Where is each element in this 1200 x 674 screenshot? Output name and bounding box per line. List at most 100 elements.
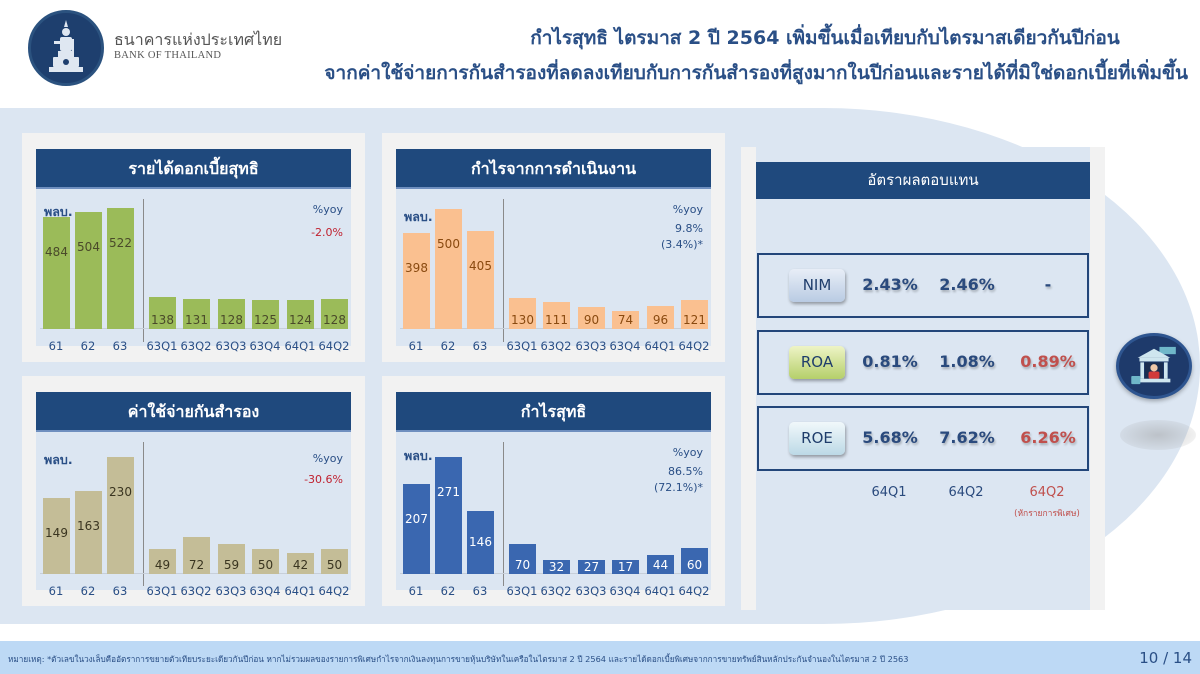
x-axis-label: 64Q1 bbox=[284, 339, 316, 353]
x-axis-label: 63Q1 bbox=[146, 339, 178, 353]
bar-63Q2: 32 bbox=[543, 560, 570, 574]
bar-value-label: 125 bbox=[254, 313, 277, 327]
bar-value-label: 32 bbox=[548, 560, 565, 574]
bar-value-label: 504 bbox=[77, 240, 100, 254]
adjusted-note: (หักรายการพิเศษ) bbox=[1014, 509, 1080, 519]
x-axis-label: 63 bbox=[472, 339, 488, 353]
annual-quarter-divider bbox=[143, 442, 144, 586]
icon-shadow bbox=[1120, 420, 1196, 450]
roe-64q2: 7.62% bbox=[939, 428, 995, 447]
bar-value-label: 138 bbox=[151, 313, 174, 327]
bar-63Q1: 138 bbox=[149, 297, 176, 329]
roa-badge: ROA bbox=[789, 346, 845, 379]
bar-value-label: 96 bbox=[652, 313, 669, 327]
bar-value-label: 271 bbox=[437, 485, 460, 499]
roe-64q2-adjusted: 6.26% bbox=[1020, 428, 1076, 447]
x-axis-label: 64Q2 bbox=[678, 584, 710, 598]
bar-value-label: 49 bbox=[154, 558, 171, 572]
bar-plot: 207 61 271 62 146 63 70 63Q1 32 63Q2 27 63Q3 17 63Q4 4… bbox=[396, 444, 711, 598]
bar-value-label: 27 bbox=[583, 560, 600, 574]
x-axis-label: 63Q1 bbox=[506, 584, 538, 598]
bank-navigation-icon[interactable] bbox=[1116, 333, 1192, 399]
x-axis-label: 63Q4 bbox=[609, 584, 641, 598]
bar-value-label: 522 bbox=[109, 236, 132, 250]
bank-name-english: BANK OF THAILAND bbox=[114, 50, 222, 61]
chart-panel-net-interest-income: รายได้ดอกเบี้ยสุทธิ พลบ. %yoy -2.0% 484 6… bbox=[22, 133, 365, 362]
x-axis-label: 61 bbox=[48, 584, 64, 598]
bar-64Q1: 124 bbox=[287, 300, 314, 329]
bar-value-label: 44 bbox=[652, 558, 669, 572]
x-axis-label: 64Q1 bbox=[644, 584, 676, 598]
x-axis-label: 63Q3 bbox=[215, 339, 247, 353]
x-axis-label: 64Q2 bbox=[318, 584, 350, 598]
x-axis-label: 63Q2 bbox=[540, 339, 572, 353]
annual-quarter-divider bbox=[143, 199, 144, 342]
footer-bar: หมายเหตุ: *ตัวเลขในวงเล็บคืออัตราการขยาย… bbox=[0, 641, 1200, 674]
bar-value-label: 124 bbox=[289, 313, 312, 327]
ratio-row-nim: NIM 2.43% 2.46% - bbox=[757, 253, 1089, 318]
ratio-row-roe: ROE 5.68% 7.62% 6.26% bbox=[757, 406, 1089, 471]
x-axis-label: 64Q2 bbox=[318, 339, 350, 353]
bar-value-label: 405 bbox=[469, 259, 492, 273]
bar-63Q4: 17 bbox=[612, 560, 639, 574]
bank-name-thai: ธนาคารแห่งประเทศไทย bbox=[114, 30, 283, 49]
x-axis-label: 63Q3 bbox=[575, 584, 607, 598]
bar-63Q3: 90 bbox=[578, 307, 605, 329]
chart-area: กำไรจากการดำเนินงาน พลบ. %yoy 9.8% (3.4%)… bbox=[396, 149, 711, 353]
x-axis-label: 63 bbox=[472, 584, 488, 598]
x-axis-label: 61 bbox=[408, 339, 424, 353]
x-axis-label: 64Q1 bbox=[284, 584, 316, 598]
chart-area: รายได้ดอกเบี้ยสุทธิ พลบ. %yoy -2.0% 484 6… bbox=[36, 149, 351, 353]
ratio-area: อัตราผลตอบแทน NIM 2.43% 2.46% - ROA 0.81… bbox=[756, 147, 1090, 610]
bar-value-label: 72 bbox=[188, 558, 205, 572]
bar-61: 149 bbox=[43, 498, 70, 574]
x-axis-label: 62 bbox=[440, 339, 456, 353]
bar-value-label: 60 bbox=[686, 558, 703, 572]
bar-62: 271 bbox=[435, 457, 462, 574]
x-axis-label: 63Q3 bbox=[215, 584, 247, 598]
yoy-label: %yoy bbox=[312, 452, 343, 465]
slide-header: ธนาคารแห่งประเทศไทย BANK OF THAILAND กำไ… bbox=[0, 0, 1200, 108]
x-axis-label: 61 bbox=[48, 339, 64, 353]
return-ratios-panel: อัตราผลตอบแทน NIM 2.43% 2.46% - ROA 0.81… bbox=[741, 147, 1105, 610]
nim-64q2-adjusted: - bbox=[1044, 275, 1052, 294]
bar-value-label: 130 bbox=[511, 313, 534, 327]
x-axis-label: 63Q2 bbox=[180, 339, 212, 353]
bar-63: 405 bbox=[467, 231, 494, 329]
x-axis-label: 64Q2 bbox=[678, 339, 710, 353]
bank-building-icon bbox=[1131, 346, 1176, 385]
chart-title: ค่าใช้จ่ายกันสำรอง bbox=[36, 392, 351, 432]
bar-value-label: 90 bbox=[583, 313, 600, 327]
bar-63Q2: 72 bbox=[183, 537, 210, 574]
bar-63Q3: 27 bbox=[578, 560, 605, 574]
x-axis-label: 62 bbox=[80, 339, 96, 353]
bar-63Q4: 125 bbox=[252, 300, 279, 329]
bar-value-label: 121 bbox=[683, 313, 706, 327]
bar-value-label: 17 bbox=[617, 560, 634, 574]
yoy-label: %yoy bbox=[312, 203, 343, 216]
bar-64Q2: 128 bbox=[321, 299, 348, 329]
yoy-value: -2.0% bbox=[311, 226, 343, 239]
chart-panel-provisions: ค่าใช้จ่ายกันสำรอง พลบ. %yoy -30.6% 149 6… bbox=[22, 376, 365, 606]
bar-64Q2: 60 bbox=[681, 548, 708, 574]
garuda-emblem-icon bbox=[49, 20, 83, 72]
bar-64Q1: 96 bbox=[647, 306, 674, 329]
bar-plot: 398 61 500 62 405 63 130 63Q1 111 63Q2 90 63Q3 74 63Q… bbox=[396, 199, 711, 353]
yoy-value: -30.6% bbox=[304, 473, 343, 486]
chart-title: รายได้ดอกเบี้ยสุทธิ bbox=[36, 149, 351, 189]
chart-panel-net-profit: กำไรสุทธิ พลบ. %yoy 86.5% (72.1%)* 207 61 2… bbox=[382, 376, 725, 606]
bar-64Q2: 121 bbox=[681, 300, 708, 329]
bar-value-label: 500 bbox=[437, 237, 460, 251]
slide-title-line1: กำไรสุทธิ ไตรมาส 2 ปี 2564 เพิ่มขึ้นเมื่… bbox=[530, 27, 1120, 49]
page-number: 10 / 14 bbox=[1139, 649, 1192, 667]
ratio-row-roa: ROA 0.81% 1.08% 0.89% bbox=[757, 330, 1089, 395]
yoy-value: 9.8% (3.4%)* bbox=[660, 222, 703, 251]
yoy-value: 86.5% (72.1%)* bbox=[653, 465, 703, 494]
roe-64q1: 5.68% bbox=[862, 428, 918, 447]
bar-value-label: 50 bbox=[257, 558, 274, 572]
bar-value-label: 128 bbox=[220, 313, 243, 327]
bar-value-label: 149 bbox=[45, 526, 68, 540]
bar-value-label: 70 bbox=[514, 558, 531, 572]
x-axis-label: 63Q1 bbox=[146, 584, 178, 598]
bar-value-label: 146 bbox=[469, 534, 492, 549]
